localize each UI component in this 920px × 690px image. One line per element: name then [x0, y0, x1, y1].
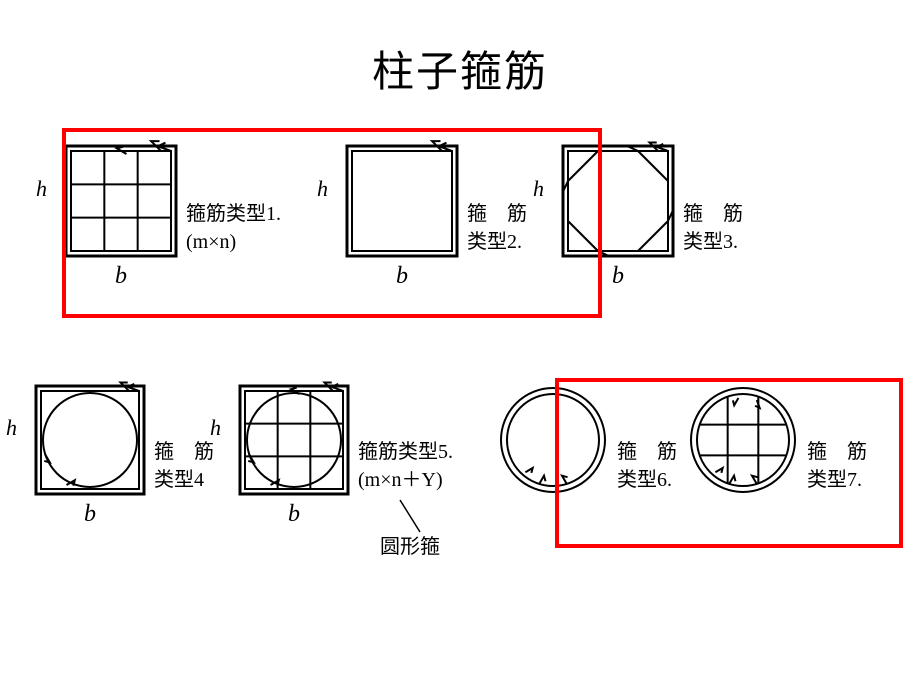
label-line1: 箍 筋: [467, 200, 527, 228]
page-title: 柱子箍筋: [0, 0, 920, 99]
label-line1: 箍 筋: [807, 438, 867, 466]
cell-type1: hb箍筋类型1.(m×n): [60, 140, 281, 262]
diagram-type5: hb: [234, 380, 354, 500]
label-line1: 箍筋类型1.: [186, 200, 281, 228]
label-line2: 类型2.: [467, 228, 527, 256]
diagram-type1: hb: [60, 140, 182, 262]
diagram-type6: [493, 380, 613, 500]
dim-b: b: [396, 263, 408, 290]
label-line1: 箍 筋: [683, 200, 743, 228]
label-type7: 箍 筋类型7.: [807, 438, 867, 500]
label-line2: (m×n＋Y): [358, 466, 453, 494]
cell-type2: hb箍 筋类型2.: [341, 140, 527, 262]
label-type1: 箍筋类型1.(m×n): [186, 200, 281, 262]
dim-h: h: [317, 176, 328, 202]
label-line2: 类型4: [154, 466, 214, 494]
label-type2: 箍 筋类型2.: [467, 200, 527, 262]
label-line2: 类型3.: [683, 228, 743, 256]
row-1: hb箍筋类型1.(m×n)hb箍 筋类型2.hb箍 筋类型3.: [60, 140, 743, 262]
diagram-type4: hb: [30, 380, 150, 500]
label-type6: 箍 筋类型6.: [617, 438, 677, 500]
dim-h: h: [533, 176, 544, 202]
dim-b: b: [612, 263, 624, 290]
cell-type5: hb箍筋类型5.(m×n＋Y): [234, 380, 453, 500]
label-line1: 箍 筋: [154, 438, 214, 466]
diagram-type2: hb: [341, 140, 463, 262]
dim-h: h: [6, 415, 17, 441]
cell-type3: hb箍 筋类型3.: [557, 140, 743, 262]
label-type3: 箍 筋类型3.: [683, 200, 743, 262]
dim-h: h: [210, 415, 221, 441]
label-type4: 箍 筋类型4: [154, 438, 214, 500]
label-line2: (m×n): [186, 228, 281, 256]
cell-type7: 箍 筋类型7.: [683, 380, 867, 500]
cell-type6: 箍 筋类型6.: [493, 380, 677, 500]
row-2: hb箍 筋类型4hb箍筋类型5.(m×n＋Y)箍 筋类型6.箍 筋类型7.: [30, 380, 867, 500]
label-line2: 类型6.: [617, 466, 677, 494]
cell-type4: hb箍 筋类型4: [30, 380, 214, 500]
callout-leader: [0, 0, 920, 690]
label-line1: 箍 筋: [617, 438, 677, 466]
callout-text: 圆形箍: [380, 530, 440, 559]
label-line2: 类型7.: [807, 466, 867, 494]
dim-h: h: [36, 176, 47, 202]
dim-b: b: [115, 263, 127, 290]
diagram-type3: hb: [557, 140, 679, 262]
label-type5: 箍筋类型5.(m×n＋Y): [358, 438, 453, 500]
label-line1: 箍筋类型5.: [358, 438, 453, 466]
dim-b: b: [288, 501, 300, 528]
diagram-type7: [683, 380, 803, 500]
dim-b: b: [84, 501, 96, 528]
